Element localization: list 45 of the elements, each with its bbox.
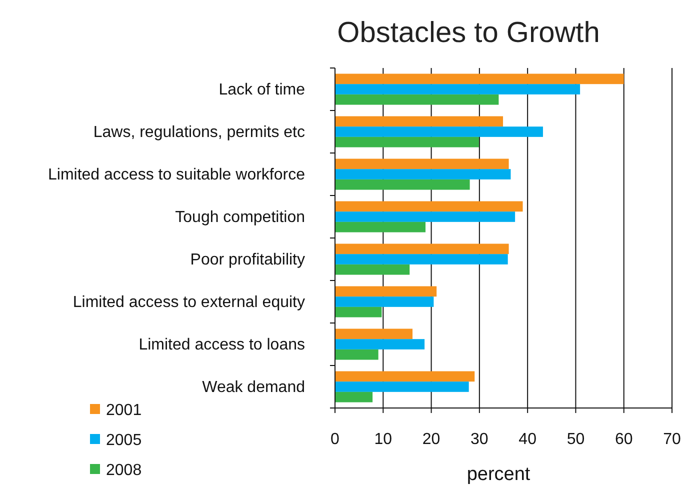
x-tick-label: 50 bbox=[566, 431, 585, 448]
bar bbox=[335, 158, 509, 170]
bar bbox=[335, 286, 437, 297]
x-tick-label: 60 bbox=[614, 431, 633, 448]
bar bbox=[335, 116, 504, 127]
bar bbox=[335, 392, 373, 402]
bar bbox=[335, 339, 425, 350]
x-axis-title: percent bbox=[466, 464, 531, 485]
legend-label: 2001 bbox=[106, 402, 142, 419]
x-tick-label: 40 bbox=[518, 431, 537, 448]
bar bbox=[335, 222, 426, 232]
y-tick-label: Limited access to suitable workforce bbox=[48, 166, 306, 184]
y-tick-label: Limited access to loans bbox=[138, 336, 305, 354]
bar bbox=[335, 244, 509, 254]
bar bbox=[335, 371, 475, 382]
legend-label: 2005 bbox=[106, 432, 142, 449]
bar bbox=[335, 328, 413, 340]
bar bbox=[335, 254, 508, 264]
bar bbox=[335, 179, 470, 190]
bar bbox=[335, 382, 469, 392]
bar bbox=[335, 169, 511, 180]
y-tick-label: Weak demand bbox=[202, 378, 305, 396]
x-tick-label: 10 bbox=[374, 431, 392, 448]
bar bbox=[335, 264, 410, 275]
x-tick-label: 30 bbox=[470, 431, 488, 448]
x-tick-label: 0 bbox=[330, 431, 340, 448]
bar bbox=[335, 212, 516, 222]
y-tick-label: Laws, regulations, permits etc bbox=[93, 124, 305, 141]
bar bbox=[335, 306, 382, 318]
chart-title: Obstacles to Growth bbox=[337, 17, 600, 49]
bar bbox=[335, 84, 580, 94]
x-tick-label: 70 bbox=[663, 431, 681, 448]
bar bbox=[335, 94, 499, 105]
bar bbox=[335, 349, 378, 360]
bar bbox=[335, 126, 543, 137]
y-tick-label: Tough competition bbox=[175, 208, 305, 226]
bar bbox=[335, 136, 479, 148]
bar bbox=[335, 296, 434, 307]
y-tick-label: Poor profitability bbox=[190, 251, 305, 268]
x-tick-label: 20 bbox=[422, 431, 440, 448]
y-tick-label: Lack of time bbox=[218, 81, 306, 98]
legend-label: 2008 bbox=[106, 462, 142, 479]
y-tick-label: Limited access to external equity bbox=[72, 294, 305, 311]
bar bbox=[335, 201, 523, 212]
bar bbox=[335, 74, 624, 84]
